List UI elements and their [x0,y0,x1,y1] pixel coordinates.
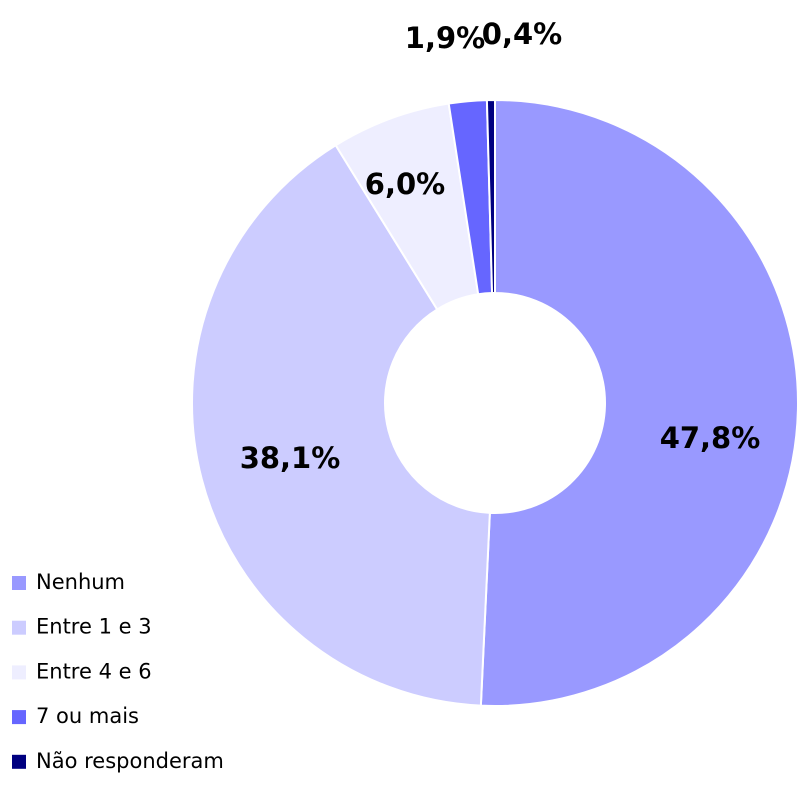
donut-slice [485,98,496,295]
donut-slice [479,98,799,707]
legend-label: Não responderam [36,749,224,773]
legend-label: Nenhum [36,570,125,594]
legend-label: Entre 4 e 6 [36,659,152,683]
legend-label: 7 ou mais [36,704,139,728]
legend-swatch [12,754,26,769]
donut-slice [191,143,491,707]
legend-swatch [12,620,26,635]
data-label: 1,9% [405,21,485,55]
legend-swatch [12,665,26,680]
legend-label: Entre 1 e 3 [36,615,152,639]
data-label: 0,4% [482,17,562,51]
data-label: 6,0% [365,167,445,201]
data-label: 38,1% [240,441,341,475]
legend-swatch [12,710,26,725]
data-label: 47,8% [660,421,761,455]
legend-swatch [12,576,26,590]
